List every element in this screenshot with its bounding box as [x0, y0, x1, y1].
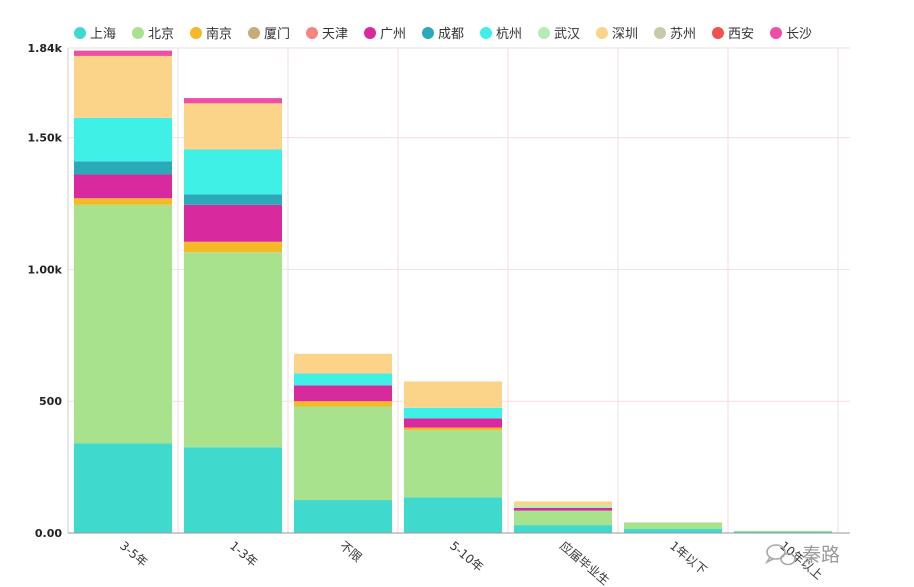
y-tick-label: 1.00k: [28, 263, 63, 276]
bar-segment: [74, 443, 172, 533]
legend-swatch: [480, 27, 492, 39]
bar-segment: [514, 510, 612, 526]
legend-label: 上海: [90, 27, 116, 42]
x-tick-label: 3-5年: [117, 539, 150, 570]
x-tick-labels: 3-5年 1-3年 不限 5-10年 应届毕业生 1年以下 10年以上: [117, 538, 825, 587]
legend-label: 成都: [438, 27, 464, 42]
bar-segment: [184, 98, 282, 104]
y-tick-label: 500: [39, 395, 62, 408]
bar-segment: [294, 353, 392, 374]
legend-label: 广州: [380, 27, 406, 42]
axis-layer: [67, 48, 850, 534]
bar-segment: [294, 406, 392, 501]
legend-swatch: [538, 27, 550, 39]
bar-segment: [734, 531, 832, 533]
watermark-text: 秦路: [802, 544, 840, 566]
x-tick-label: 1-3年: [227, 539, 260, 570]
legend-swatch: [132, 27, 144, 39]
bar-segment: [404, 381, 502, 408]
legend-swatch: [596, 27, 608, 39]
legend-swatch: [654, 27, 666, 39]
bar-segment: [404, 407, 502, 419]
x-tick-label: 应届毕业生: [557, 538, 613, 587]
bar-segment: [74, 204, 172, 444]
bar-segment: [294, 373, 392, 386]
bar-segment: [74, 55, 172, 118]
legend-swatch: [364, 27, 376, 39]
bar-segment: [184, 194, 282, 205]
wechat-icon: [764, 544, 796, 566]
legend-swatch: [248, 27, 260, 39]
legend-swatch: [422, 27, 434, 39]
legend-label: 南京: [206, 26, 232, 42]
bar-segment: [184, 103, 282, 150]
legend-label: 武汉: [554, 27, 580, 42]
legend-swatch: [770, 27, 782, 39]
bar-segment: [184, 447, 282, 533]
bar-segment: [404, 430, 502, 498]
bar-segment: [624, 529, 722, 533]
bar-layer: [74, 50, 832, 533]
bar-segment: [184, 149, 282, 195]
bar-segment: [184, 204, 282, 242]
bar-segment: [514, 507, 612, 511]
bar-segment: [74, 117, 172, 162]
bar-segment: [74, 50, 172, 56]
legend-label: 苏州: [670, 26, 696, 42]
x-tick-label: 5-10年: [447, 539, 486, 575]
bar-segment: [294, 500, 392, 533]
bar-segment: [74, 198, 172, 205]
y-tick-labels: 0.00 500 1.00k 1.50k 1.84k: [28, 42, 63, 540]
y-tick-label: 1.50k: [28, 132, 63, 145]
bar-segment: [514, 525, 612, 533]
bar-segment: [404, 427, 502, 431]
bar-segment: [514, 501, 612, 506]
x-tick-label: 1年以下: [667, 539, 709, 578]
legend-label: 深圳: [612, 27, 638, 42]
legend-label: 天津: [322, 27, 348, 42]
legend-swatch: [306, 27, 318, 39]
y-tick-label: 0.00: [35, 527, 62, 540]
bar-segment: [74, 174, 172, 199]
legend-label: 长沙: [786, 27, 812, 42]
bar-segment: [404, 418, 502, 428]
bar-segment: [404, 497, 502, 533]
bar-segment: [734, 530, 832, 532]
bar-segment: [624, 522, 722, 530]
legend-label: 北京: [148, 27, 174, 42]
y-tick-label: 1.84k: [28, 42, 63, 55]
bar-segment: [514, 505, 612, 508]
bar-segment: [294, 401, 392, 407]
legend: 上海 北京 南京 厦门 天津 广州 成都 杭州 武汉 深圳 苏州 西安 长沙: [74, 26, 812, 42]
bar-segment: [184, 252, 282, 448]
legend-label: 杭州: [496, 27, 522, 42]
legend-label: 厦门: [264, 27, 290, 42]
legend-swatch: [190, 27, 202, 39]
legend-swatch: [712, 27, 724, 39]
bar-segment: [74, 161, 172, 175]
watermark: 秦路: [764, 544, 840, 566]
x-tick-label: 不限: [337, 539, 364, 565]
legend-label: 西安: [728, 27, 754, 42]
bar-segment: [184, 241, 282, 253]
legend-swatch: [74, 27, 86, 39]
bar-segment: [294, 385, 392, 402]
